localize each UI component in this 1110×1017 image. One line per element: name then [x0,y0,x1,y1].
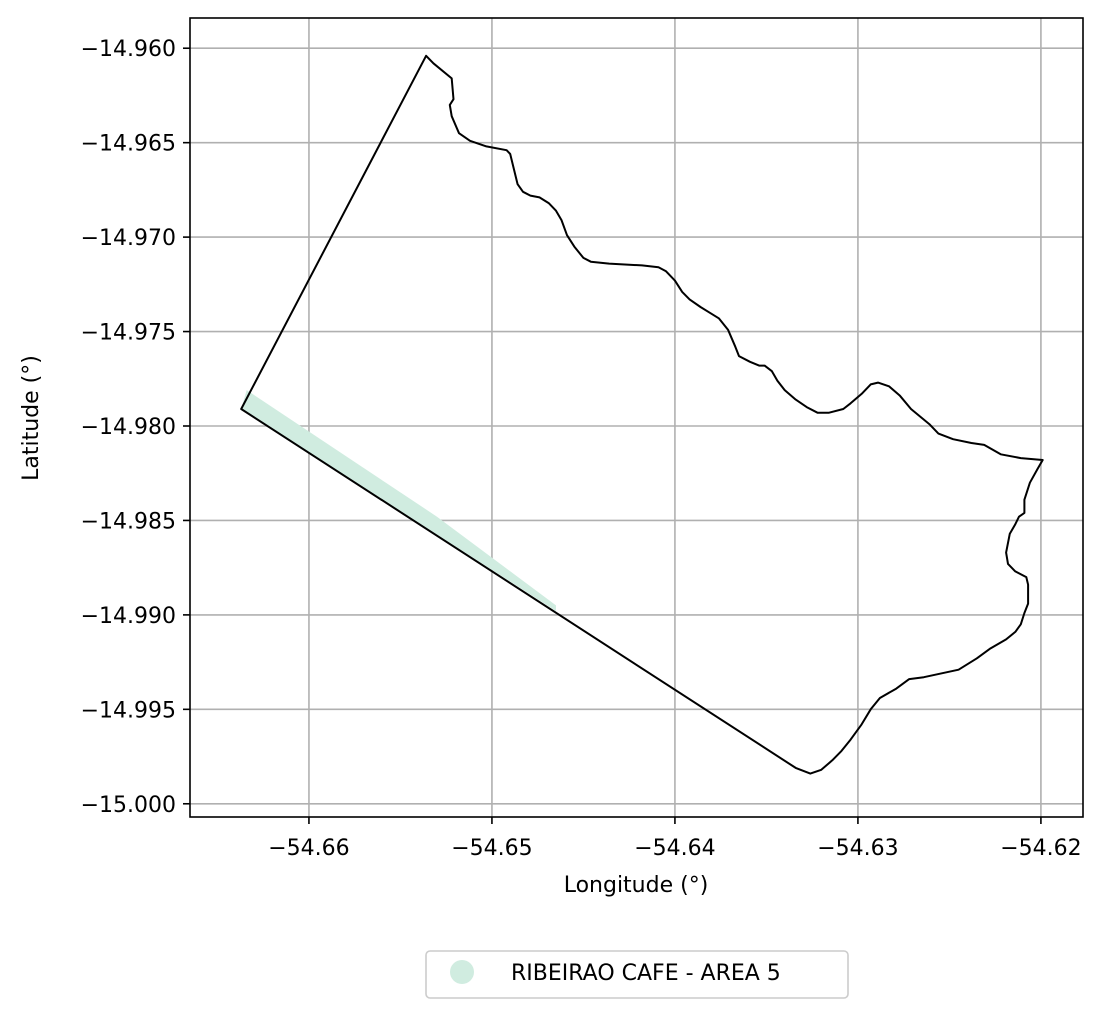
boundary-outline [240,54,1044,775]
x-tick-label: −54.62 [1000,836,1081,861]
grid [190,18,1083,817]
legend-label: RIBEIRAO CAFE - AREA 5 [511,961,781,986]
area-polygon [241,390,556,612]
series-layer [241,390,556,612]
y-tick-label: −14.985 [81,509,176,534]
y-tick-label: −14.995 [81,698,176,723]
plot-frame [189,17,1084,818]
legend: RIBEIRAO CAFE - AREA 5 [425,950,849,999]
x-tick-label: −54.64 [634,836,715,861]
legend-box [425,950,849,999]
x-tick-label: −54.63 [817,836,898,861]
boundary-layer [240,54,1044,775]
x-axis-ticks: −54.66 −54.65 −54.64 −54.63 −54.62 [268,817,1082,861]
y-tick-label: −14.975 [81,321,176,346]
y-tick-label: −14.965 [81,132,176,157]
y-axis-ticks: −14.960 −14.965 −14.970 −14.975 −14.980 −14.9… [81,37,190,818]
x-tick-label: −54.66 [268,836,349,861]
y-tick-label: −15.000 [81,793,176,818]
y-axis-label: Latitude (°) [19,355,44,481]
y-tick-label: −14.970 [81,226,176,251]
legend-marker [450,960,474,984]
y-tick-label: −14.990 [81,604,176,629]
y-tick-label: −14.980 [81,415,176,440]
y-tick-label: −14.960 [81,37,176,62]
x-axis-label: Longitude (°) [564,873,709,898]
x-tick-label: −54.65 [451,836,532,861]
